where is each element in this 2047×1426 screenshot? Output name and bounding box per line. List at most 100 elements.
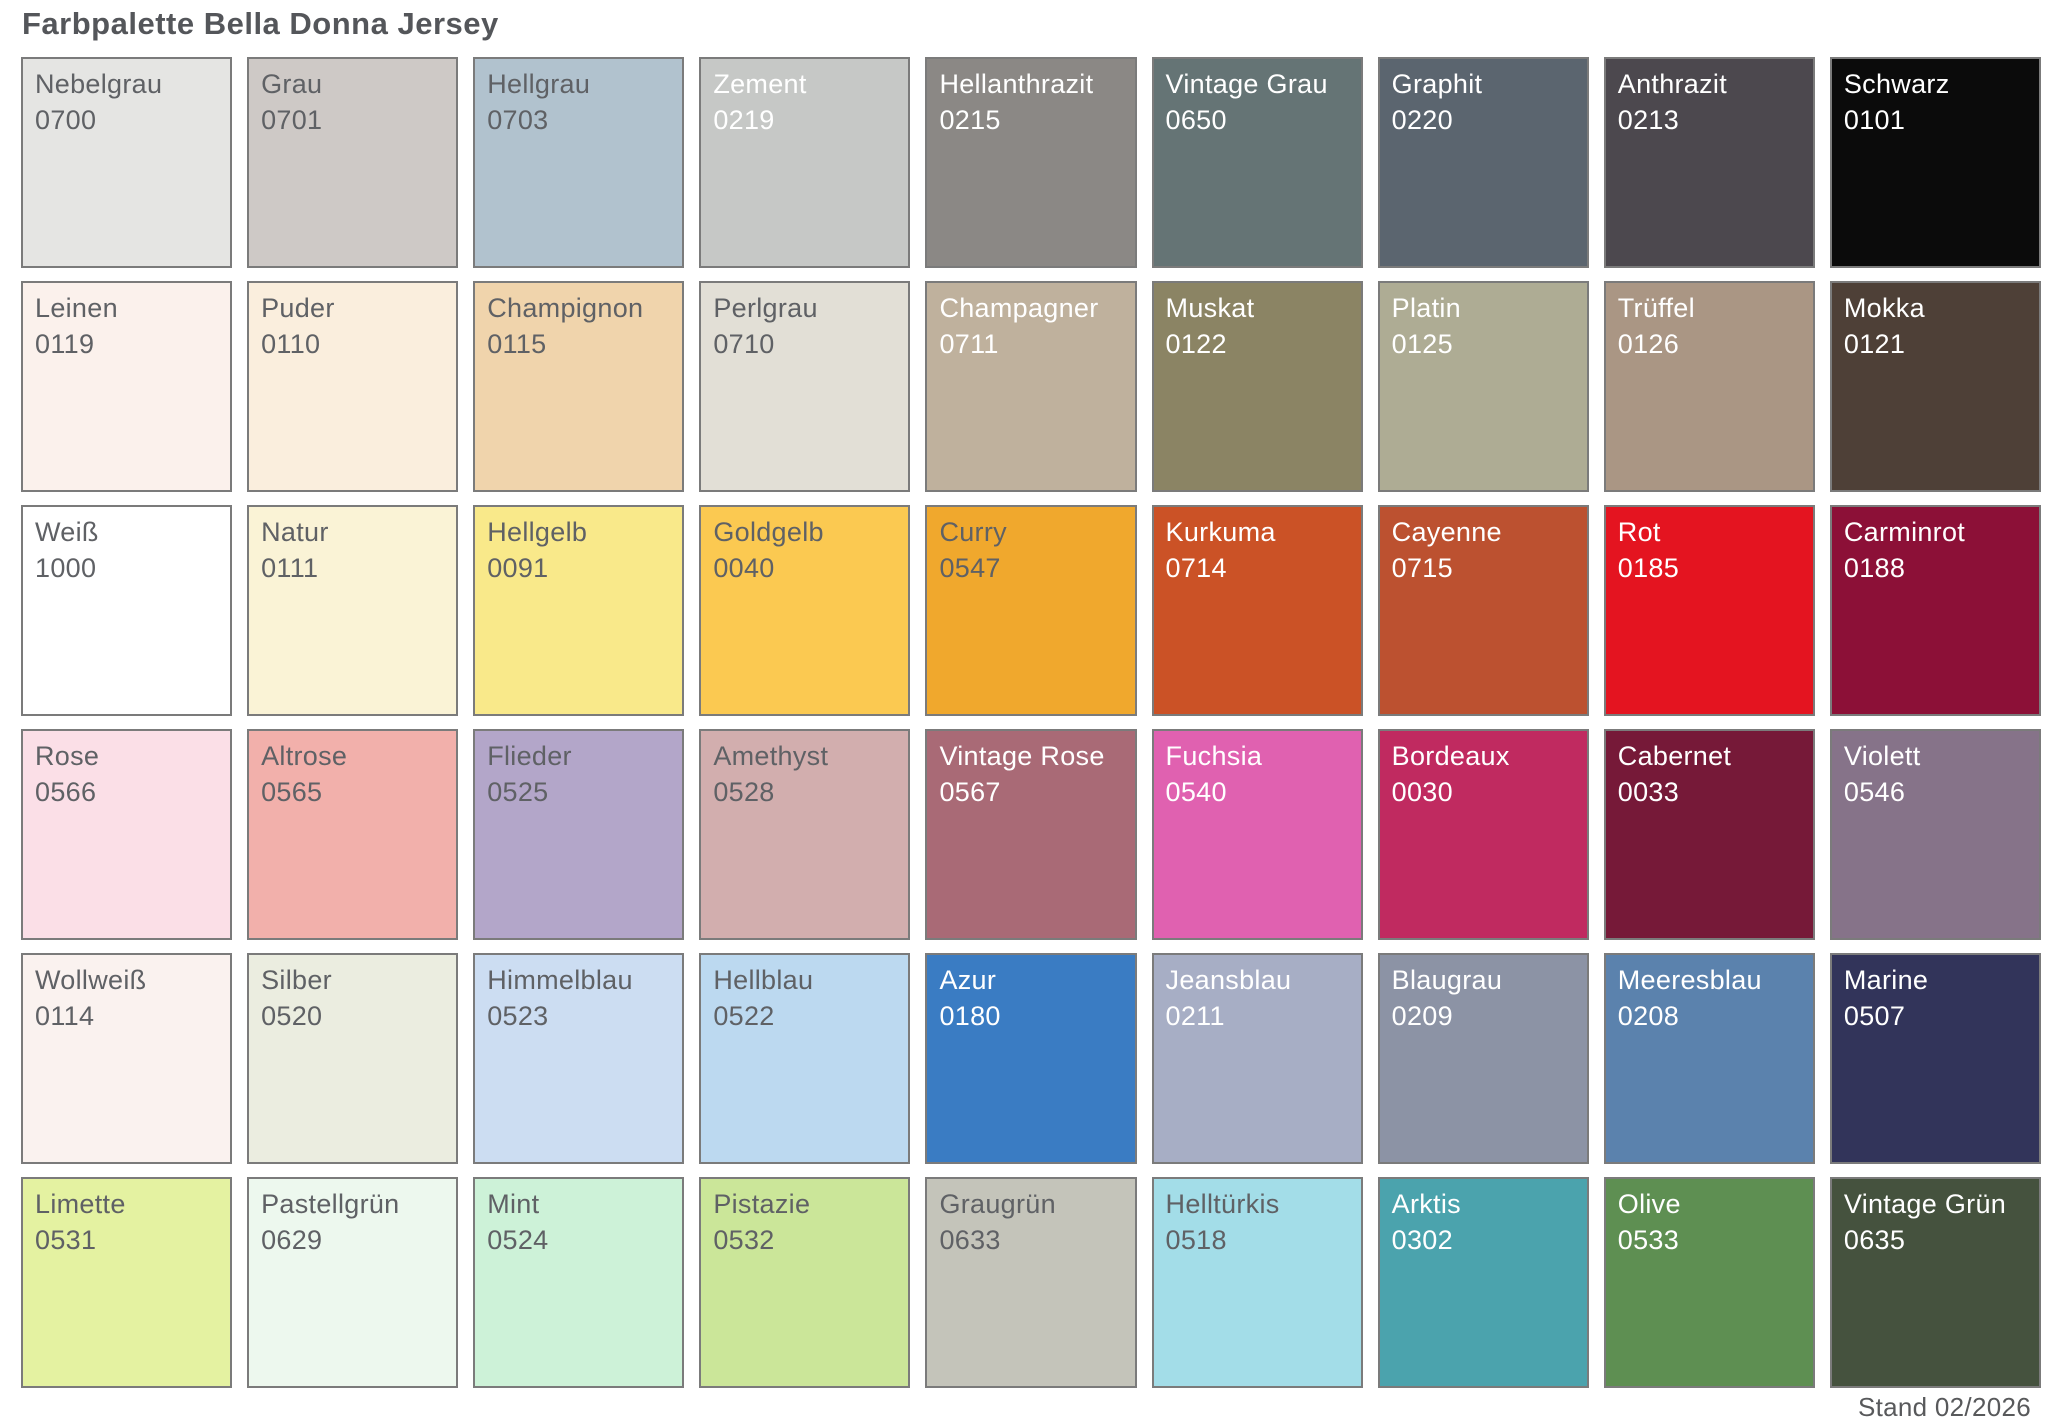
color-swatch: Kurkuma 0714: [1151, 505, 1363, 716]
swatch-name: Leinen: [35, 293, 118, 323]
swatch-code: 0101: [1843, 104, 1906, 135]
swatch-code: 0532: [713, 1224, 775, 1255]
swatch-name: Schwarz: [1843, 69, 1950, 99]
color-swatch: Hellblau 0522: [699, 953, 911, 1164]
swatch-code: 0507: [1843, 1000, 1906, 1031]
swatch-code: 0520: [261, 1000, 323, 1031]
swatch-name: Azur: [939, 965, 997, 995]
color-swatch: Carminrot 0188: [1829, 505, 2041, 716]
swatch-code: 0040: [713, 552, 775, 583]
color-swatch: Azur 0180: [925, 953, 1137, 1164]
swatch-name: Nebelgrau: [35, 69, 163, 99]
swatch-code: 0711: [939, 328, 999, 359]
swatch-name: Flieder: [487, 741, 572, 771]
color-swatch: Rose 0566: [21, 729, 233, 940]
color-swatch: Pastellgrün 0629: [247, 1177, 459, 1388]
color-swatch: Olive 0533: [1603, 1177, 1815, 1388]
swatch-code: 0540: [1165, 776, 1227, 807]
swatch-name: Mint: [487, 1189, 540, 1219]
swatch-code: 0125: [1391, 328, 1453, 359]
swatch-code: 0126: [1617, 328, 1680, 359]
swatch-code: 0091: [487, 552, 549, 583]
swatch-code: 0219: [713, 104, 775, 135]
swatch-name: Jeansblau: [1165, 965, 1292, 995]
swatch-code: 0110: [261, 328, 321, 359]
color-swatch: Hellgelb 0091: [473, 505, 685, 716]
swatch-name: Cabernet: [1617, 741, 1732, 771]
swatch-name: Hellblau: [713, 965, 814, 995]
color-swatch: Graphit 0220: [1377, 57, 1589, 268]
color-swatch: Pistazie 0532: [699, 1177, 911, 1388]
swatch-name: Kurkuma: [1165, 517, 1276, 547]
swatch-name: Pastellgrün: [261, 1189, 400, 1219]
color-swatch: Cabernet 0033: [1603, 729, 1815, 940]
color-swatch: Helltürkis 0518: [1151, 1177, 1363, 1388]
color-swatch: Hellanthrazit 0215: [925, 57, 1137, 268]
color-swatch: Mokka 0121: [1829, 281, 2041, 492]
swatch-name: Zement: [713, 69, 807, 99]
color-swatch: Natur 0111: [247, 505, 459, 716]
color-swatch: Anthrazit 0213: [1603, 57, 1815, 268]
swatch-code: 0635: [1843, 1224, 1906, 1255]
color-swatch: Hellgrau 0703: [473, 57, 685, 268]
swatch-code: 0180: [939, 1000, 1001, 1031]
swatch-name: Bordeaux: [1391, 741, 1510, 771]
swatch-name: Champagner: [939, 293, 1099, 323]
color-swatch: Vintage Rose 0567: [925, 729, 1137, 940]
swatch-name: Goldgelb: [713, 517, 824, 547]
color-swatch: Wollweiß 0114: [21, 953, 233, 1164]
swatch-code: 0033: [1617, 776, 1680, 807]
color-swatch: Puder 0110: [247, 281, 459, 492]
color-swatch: Silber 0520: [247, 953, 459, 1164]
page-title: Farbpalette Bella Donna Jersey: [22, 6, 499, 41]
swatch-name: Trüffel: [1617, 293, 1695, 323]
color-swatch: Nebelgrau 0700: [21, 57, 233, 268]
swatch-name: Mokka: [1843, 293, 1925, 323]
swatch-code: 0528: [713, 776, 775, 807]
swatch-code: 0714: [1165, 552, 1227, 583]
swatch-name: Rose: [35, 741, 100, 771]
color-swatch: Vintage Grün 0635: [1829, 1177, 2041, 1388]
swatch-code: 0533: [1617, 1224, 1680, 1255]
swatch-code: 0650: [1165, 104, 1227, 135]
swatch-code: 0209: [1391, 1000, 1453, 1031]
color-swatch: Leinen 0119: [21, 281, 233, 492]
swatch-name: Pistazie: [713, 1189, 811, 1219]
swatch-code: 0633: [939, 1224, 1001, 1255]
swatch-name: Weiß: [35, 517, 99, 547]
swatch-name: Graphit: [1391, 69, 1483, 99]
swatch-code: 0122: [1165, 328, 1227, 359]
swatch-name: Hellgrau: [487, 69, 591, 99]
swatch-name: Wollweiß: [35, 965, 147, 995]
swatch-name: Grau: [261, 69, 323, 99]
color-swatch: Cayenne 0715: [1377, 505, 1589, 716]
color-swatch: Mint 0524: [473, 1177, 685, 1388]
color-swatch: Champignon 0115: [473, 281, 685, 492]
swatch-name: Curry: [939, 517, 1007, 547]
swatch-code: 0531: [35, 1224, 97, 1255]
color-swatch: Vintage Grau 0650: [1151, 57, 1363, 268]
swatch-code: 0188: [1843, 552, 1906, 583]
swatch-code: 0700: [35, 104, 97, 135]
swatch-code: 0115: [487, 328, 547, 359]
swatch-code: 0121: [1843, 328, 1906, 359]
swatch-name: Blaugrau: [1391, 965, 1503, 995]
swatch-name: Vintage Rose: [939, 741, 1105, 771]
swatch-name: Himmelblau: [487, 965, 633, 995]
swatch-name: Arktis: [1391, 1189, 1461, 1219]
swatch-name: Olive: [1617, 1189, 1681, 1219]
swatch-name: Champignon: [487, 293, 644, 323]
color-swatch: Limette 0531: [21, 1177, 233, 1388]
swatch-name: Muskat: [1165, 293, 1255, 323]
swatch-code: 0185: [1617, 552, 1680, 583]
swatch-code: 0567: [939, 776, 1001, 807]
swatch-name: Anthrazit: [1617, 69, 1728, 99]
swatch-name: Meeresblau: [1617, 965, 1762, 995]
swatch-code: 0525: [487, 776, 549, 807]
color-swatch: Grau 0701: [247, 57, 459, 268]
swatch-name: Vintage Grau: [1165, 69, 1328, 99]
swatch-code: 0565: [261, 776, 323, 807]
swatch-name: Silber: [261, 965, 332, 995]
color-swatch: Muskat 0122: [1151, 281, 1363, 492]
